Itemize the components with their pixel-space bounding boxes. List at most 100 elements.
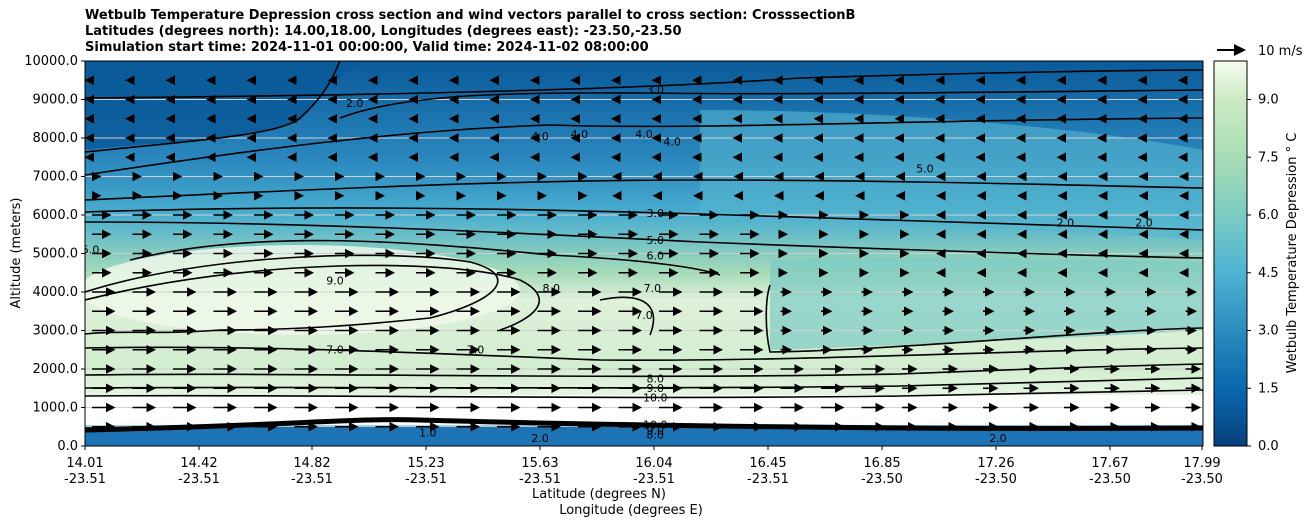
x-tick-label-lon: -23.51	[633, 472, 675, 487]
x-tick-label-lat: 14.42	[180, 456, 217, 471]
contour-6	[129, 239, 721, 276]
x-tick-label-lat: 17.67	[1091, 456, 1128, 471]
x-tick-label-lat: 15.63	[521, 456, 558, 471]
chart-title-line-1: Wetbulb Temperature Depression cross sec…	[85, 8, 856, 23]
quiver-key: 10 m/s	[1217, 44, 1303, 59]
contour-label: 9.0	[326, 274, 344, 287]
quiver-key-label: 10 m/s	[1258, 44, 1303, 59]
right-mid-region	[770, 257, 1203, 350]
contour-label: 4.0	[635, 128, 653, 141]
y-axis: 0.0 1000.0 2000.0 3000.0 4000.0 5000.0 6000.0 7…	[24, 54, 85, 454]
x-tick-label-lon: -23.51	[178, 472, 220, 487]
chart-title-line-2: Latitudes (degrees north): 14.00,18.00, …	[85, 24, 682, 39]
contour-label: 4.0	[571, 128, 589, 141]
dry-core-region	[85, 245, 520, 335]
x-tick-label-lon: -23.51	[291, 472, 333, 487]
contour-7c	[85, 346, 1203, 362]
contour-8	[85, 264, 541, 331]
x-axis: 14.01-23.5114.42-23.5114.82-23.5115.23-2…	[64, 446, 1223, 487]
x-axis-label-longitude: Longitude (degrees E)	[559, 503, 703, 518]
contour-label: 2.0	[1135, 217, 1153, 230]
x-tick-label-lon: -23.50	[1089, 472, 1131, 487]
x-tick-label-lon: -23.51	[405, 472, 447, 487]
contour-label: 4.0	[531, 130, 549, 143]
x-tick-label-lat: 17.99	[1183, 456, 1220, 471]
x-tick-label-lat: 17.26	[977, 456, 1014, 471]
x-tick-label-lat: 16.04	[635, 456, 672, 471]
y-tick-label: 1000.0	[33, 401, 79, 416]
contour-10	[85, 389, 1203, 399]
contour-label: 2.0	[1057, 217, 1075, 230]
contour-8-lower	[85, 363, 1203, 378]
contour-4-lower	[85, 207, 1203, 231]
y-axis-label: Altitude (meters)	[9, 198, 24, 309]
contour-labels: 3.0 2.0 4.0 4.0 4.0 4.0 5.0 3.0 2.0 2.0 5.0 6.0 5.0 9…	[82, 84, 1153, 445]
colorbar-tick-label: 3.0	[1258, 324, 1279, 339]
contour-2	[85, 61, 341, 153]
contour-label: 9.0	[646, 382, 664, 395]
y-tick-label: 9000.0	[33, 93, 79, 108]
chart-title-line-3: Simulation start time: 2024-11-01 00:00:…	[85, 40, 649, 55]
surface-layer	[85, 427, 1203, 446]
x-axis-label-latitude: Latitude (degrees N)	[532, 487, 666, 502]
contour-label: 10.0	[643, 392, 668, 405]
contour-label: 7.0	[635, 309, 653, 322]
contour-label: 7.0	[644, 282, 662, 295]
contour-7a	[599, 296, 655, 336]
wind-vectors	[85, 75, 1202, 432]
contour-3-upper	[85, 69, 1203, 99]
contour-label: 5.0	[82, 244, 100, 257]
colorbar-ticks: 0.0 1.5 3.0 4.5 6.0 7.5 9.0	[1247, 93, 1279, 454]
contour-label: 9.0	[646, 424, 664, 437]
y-tick-label: 0.0	[57, 439, 78, 454]
x-tick-label-lon: -23.51	[64, 472, 106, 487]
contour-4-upper	[85, 117, 1203, 176]
contour-label: 6.0	[646, 249, 664, 262]
colorbar-gradient	[1214, 61, 1247, 446]
contour-label: 5.0	[916, 163, 934, 176]
colorbar-tick-label: 9.0	[1258, 93, 1279, 108]
y-tick-label: 6000.0	[33, 208, 79, 223]
x-tick-label-lon: -23.51	[519, 472, 561, 487]
contour-3b	[339, 89, 1203, 119]
colorbar-tick-label: 1.5	[1258, 381, 1279, 396]
contour-label: 2.0	[989, 432, 1007, 445]
x-tick-label-lat: 16.85	[863, 456, 900, 471]
x-tick-label-lat: 16.45	[749, 456, 786, 471]
contour-label: 1.0	[419, 426, 437, 439]
colorbar-tick-label: 7.5	[1258, 150, 1279, 165]
colorbar: 0.0 1.5 3.0 4.5 6.0 7.5 9.0 Wetbulb Temperatur…	[1213, 60, 1300, 454]
contour-5	[85, 221, 1203, 259]
x-tick-label-lat: 14.01	[66, 456, 103, 471]
contour-label: 8.0	[646, 428, 664, 441]
contour-label: 3.0	[646, 84, 664, 97]
contour-label: 5.0	[646, 234, 664, 247]
contour-label: 7.0	[467, 344, 485, 357]
y-tick-label: 4000.0	[33, 285, 79, 300]
y-tick-label: 10000.0	[24, 54, 78, 69]
x-tick-label-lon: -23.50	[861, 472, 903, 487]
x-tick-label-lon: -23.50	[975, 472, 1017, 487]
contour-label: 8.0	[646, 372, 664, 385]
contour-label: 8.0	[543, 282, 561, 295]
y-tick-label: 2000.0	[33, 362, 79, 377]
contour-label: 4.0	[663, 136, 681, 149]
y-tick-label: 8000.0	[33, 131, 79, 146]
x-tick-label-lat: 14.82	[293, 456, 330, 471]
x-tick-label-lat: 15.23	[407, 456, 444, 471]
x-tick-label-lon: -23.50	[1181, 472, 1223, 487]
colorbar-tick-label: 6.0	[1258, 208, 1279, 223]
y-tick-label: 7000.0	[33, 170, 79, 185]
mid-level-region	[700, 110, 1203, 240]
colorbar-tick-label: 4.5	[1258, 266, 1279, 281]
y-tick-label: 3000.0	[33, 324, 79, 339]
colorbar-tick-label: 0.0	[1258, 439, 1279, 454]
x-tick-label-lon: -23.51	[747, 472, 789, 487]
contour-label: 10.0	[643, 419, 668, 432]
y-tick-label: 5000.0	[33, 247, 79, 262]
colorbar-frame	[1213, 60, 1248, 447]
colorbar-label: Wetbulb Temperature Depression ° C	[1285, 133, 1300, 374]
contour-label: 3.0	[646, 207, 664, 220]
contour-label: 2.0	[346, 97, 364, 110]
